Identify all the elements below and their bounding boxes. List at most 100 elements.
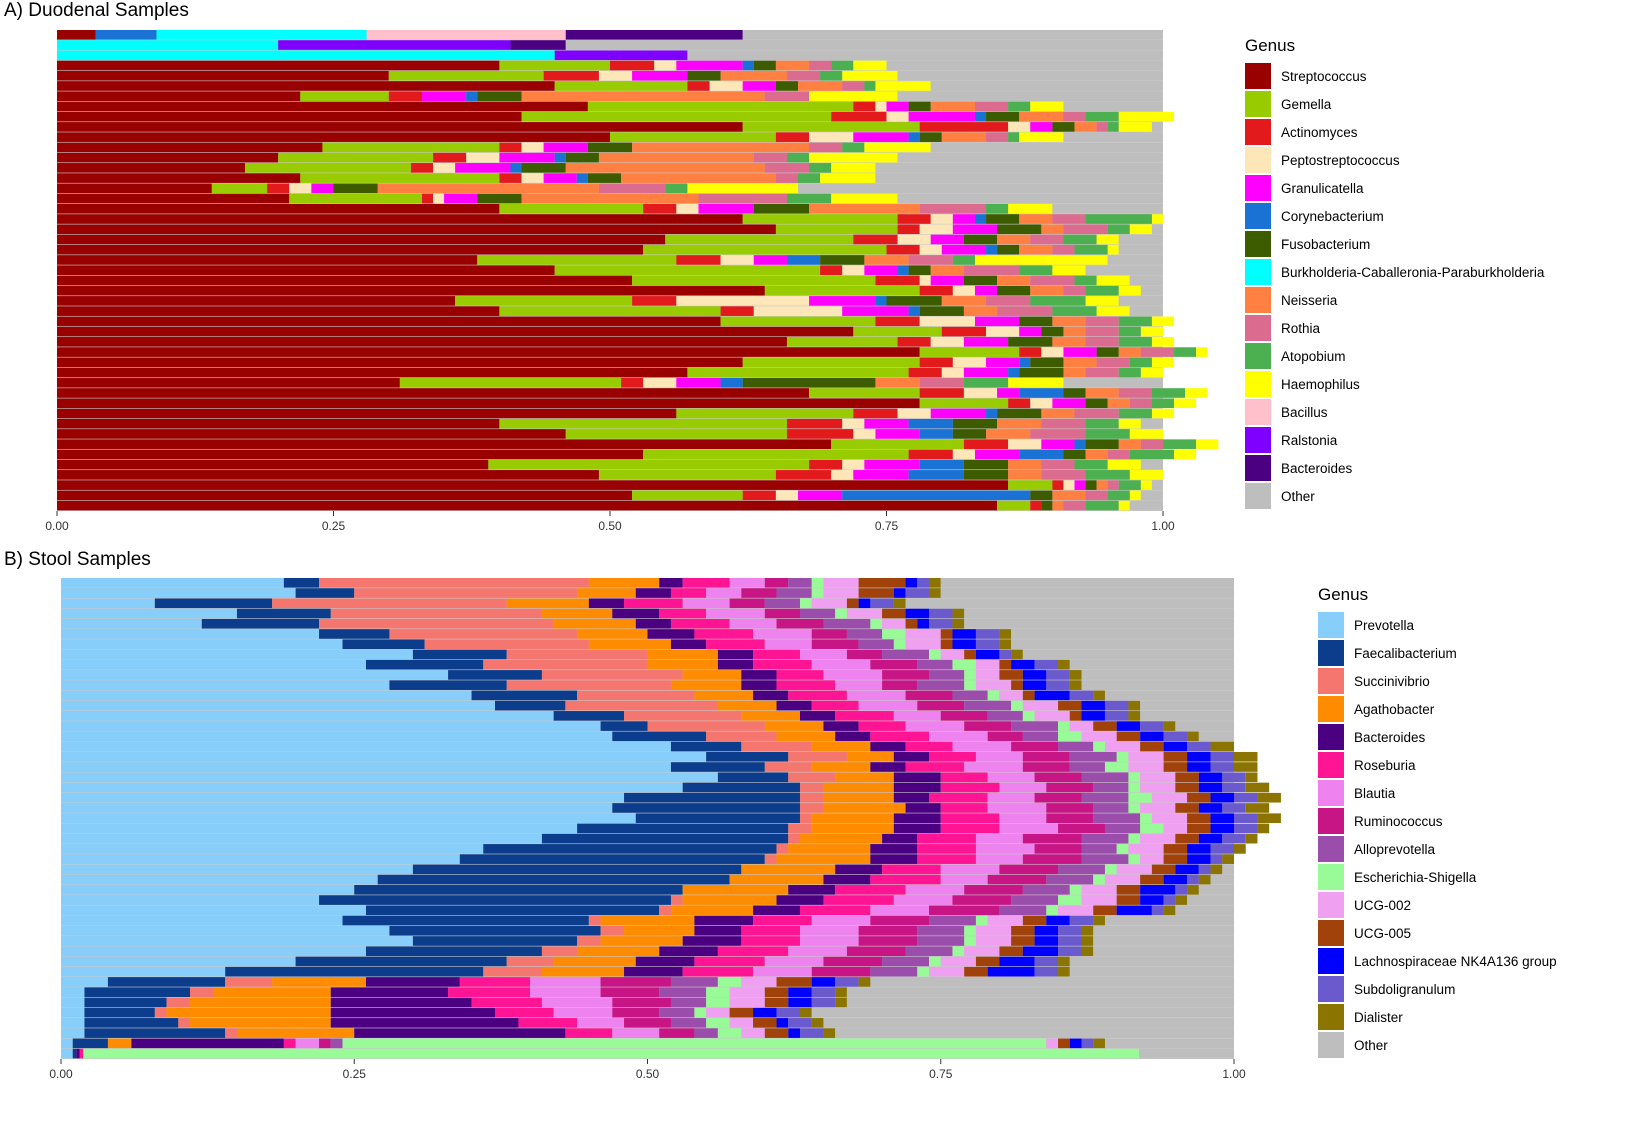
bar-segment-roseburia [518, 1018, 578, 1028]
bar-segment-blautia [987, 792, 1035, 803]
bar-segment-alloprevotella [858, 639, 894, 650]
bar-segment-succinivibrio [624, 711, 742, 721]
bar-segment-atopobium [1163, 439, 1197, 449]
legend-swatch [1245, 483, 1271, 509]
bar-segment-actinomyces [1030, 500, 1042, 511]
legend-label: Fusobacterium [1281, 236, 1371, 252]
bar-segment-haemophilus [809, 91, 898, 102]
bar-segment-faecalibacterium [319, 629, 390, 639]
bar-segment-agathobacter [811, 741, 871, 752]
bar-segment-rothia [753, 152, 787, 163]
bar-segment-dialister [858, 977, 871, 987]
bar-segment-agathobacter [717, 700, 777, 711]
bar-segment-agathobacter [682, 670, 742, 680]
bar-segment-ucg-005 [999, 946, 1023, 957]
bar-segment-prevotella [61, 772, 718, 783]
bar-segment-roseburia [459, 977, 531, 987]
bar-segment-subdoligranulum [811, 987, 836, 997]
bar-segment-succinivibrio [764, 854, 777, 864]
bar-segment-rothia [1052, 244, 1075, 255]
bar-segment-agathobacter [541, 966, 625, 977]
bar-segment-escherichia-shigella [1011, 700, 1023, 711]
bar-segment-faecalibacterium [624, 792, 800, 803]
bar-segment-other [1140, 700, 1234, 711]
bar-segment-prevotella [61, 639, 343, 650]
legend-swatch [1318, 1032, 1344, 1058]
bar-segment-ucg-005 [1163, 762, 1188, 772]
bar-segment-subdoligranulum [1210, 762, 1234, 772]
bar-segment-granulicatella [676, 60, 743, 71]
bar-segment-haemophilus [1118, 122, 1152, 132]
bar-segment-bacteroides [670, 639, 707, 650]
bar-segment-prevotella [61, 741, 671, 752]
bar-segment-bacteroides [694, 925, 742, 936]
bar-segment-actinomyces [853, 408, 898, 419]
bar-segment-other [1118, 244, 1163, 255]
bar-segment-peptostreptococcus [842, 418, 865, 429]
bar-segment-fusobacterium [753, 203, 810, 214]
legend-label: Agathobacter [1354, 701, 1435, 717]
bar-segment-blautia [940, 864, 1000, 875]
bar-segment-prevotella [61, 925, 390, 936]
bar-segment-granulicatella [963, 337, 1009, 347]
bar-segment-subdoligranulum [929, 618, 953, 629]
bar-segment-prevotella [61, 751, 707, 762]
legend-item-dialister: Dialister [1318, 1003, 1557, 1031]
bar-segment-gemella [521, 111, 832, 122]
bar-segment-succinivibrio [588, 915, 601, 926]
bar-segment-other [1093, 925, 1234, 936]
bar-segment-gemella [742, 122, 920, 132]
bar-segment-escherichia-shigella [811, 578, 824, 588]
bar-segment-prevotella [61, 895, 320, 905]
bar-segment-bacteroides [893, 813, 941, 824]
bar-segment-fusobacterium [1041, 326, 1064, 337]
bar-segment-bacteroides [776, 895, 824, 905]
bar-segment-ucg-002 [1081, 885, 1117, 895]
bar-segment-fusobacterium [1096, 347, 1119, 357]
bar-segment-prevotella [61, 1007, 85, 1018]
bar-segment-streptococcus [57, 357, 743, 368]
bar-segment-granulicatella [875, 429, 920, 439]
bar-segment-blautia [999, 782, 1047, 793]
bar-segment-neisseria [1085, 449, 1108, 460]
bar-segment-bacteroides [893, 792, 930, 803]
bar-segment-haemophilus [1096, 275, 1130, 286]
bar-segment-fusobacterium [919, 132, 942, 142]
bar-segment-bacteroides [510, 40, 566, 50]
legend-label: Rothia [1281, 320, 1321, 336]
bar-segment-streptococcus [57, 490, 633, 501]
bar-segment-ruminococcus [811, 639, 859, 650]
bar-segment-gemella [786, 337, 898, 347]
bar-segment-neisseria [809, 203, 920, 214]
bar-segment-other [1151, 480, 1163, 490]
bar-segment-ucg-005 [1093, 721, 1117, 731]
bar-segment-actinomyces [919, 388, 964, 398]
bar-segment-succinivibrio [788, 833, 800, 844]
bar-segment-lachnospiraceae-nk4a136-group [1187, 854, 1211, 864]
legend-item-lachnospiraceae-nk4a136-group: Lachnospiraceae NK4A136 group [1318, 947, 1557, 975]
bar-segment-prevotella [61, 803, 613, 813]
bar-segment-other [940, 578, 1234, 588]
bar-segment-atopobium [1085, 214, 1152, 224]
bar-segment-fusobacterium [952, 429, 987, 439]
bar-segment-granulicatella [698, 203, 754, 214]
bar-segment-ucg-002 [729, 1018, 754, 1028]
bar-segment-gemella [278, 152, 434, 163]
bar-segment-faecalibacterium [635, 813, 800, 824]
bar-segment-subdoligranulum [1210, 751, 1234, 762]
bar-segment-other [1198, 731, 1234, 742]
bar-segment-succinivibrio [788, 751, 847, 762]
bar-segment-ruminococcus [905, 690, 953, 701]
bar-segment-peptostreptococcus [952, 357, 987, 368]
bar-segment-other [1118, 296, 1163, 306]
bar-segment-peptostreptococcus [919, 224, 953, 235]
bar-segment-succinivibrio [799, 792, 824, 803]
bar-segment-blautia [753, 629, 812, 639]
x-tick-label: 0.25 [343, 1067, 367, 1081]
bar-segment-haemophilus [1129, 490, 1141, 501]
bar-segment-ucg-005 [1069, 711, 1082, 721]
bar-segment-ucg-005 [1116, 885, 1141, 895]
bar-segment-other [905, 598, 1234, 609]
bar-segment-actinomyces [421, 193, 434, 204]
bar-segment-dialister [999, 639, 1012, 650]
